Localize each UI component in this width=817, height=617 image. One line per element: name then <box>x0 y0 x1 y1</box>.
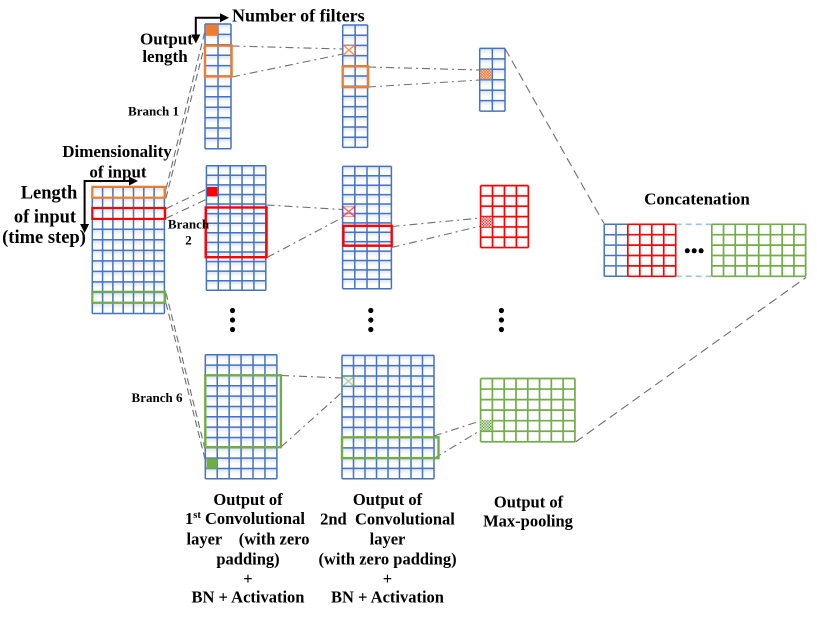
svg-text:Branch: Branch <box>168 217 210 232</box>
svg-text:2nd Convolutional: 2nd Convolutional <box>320 510 455 529</box>
svg-text:of input: of input <box>14 208 77 228</box>
svg-text:of input: of input <box>89 163 146 182</box>
svg-text:+: + <box>383 569 392 588</box>
svg-text:Output: Output <box>140 30 193 49</box>
svg-text:(time step): (time step) <box>2 228 86 248</box>
svg-text:layer: layer <box>370 530 406 549</box>
svg-text:layer (with zero: layer (with zero <box>187 530 310 549</box>
svg-text:Length: Length <box>21 184 78 204</box>
svg-text:Output of: Output of <box>353 490 423 509</box>
svg-text:Branch 1: Branch 1 <box>128 104 179 119</box>
svg-text:Concatenation: Concatenation <box>644 190 750 209</box>
svg-text:BN + Activation: BN + Activation <box>192 588 305 607</box>
svg-text:Number of filters: Number of filters <box>232 6 365 26</box>
svg-text:(with zero padding): (with zero padding) <box>318 550 456 569</box>
svg-text:Output of: Output of <box>213 490 283 509</box>
svg-text:length: length <box>142 47 188 66</box>
svg-text:+: + <box>243 569 252 588</box>
svg-text:Dimensionality: Dimensionality <box>62 142 172 161</box>
svg-text:1st Convolutional: 1st Convolutional <box>185 509 305 528</box>
svg-text:BN + Activation: BN + Activation <box>331 588 444 607</box>
svg-text:padding): padding) <box>216 550 279 569</box>
svg-text:Output of: Output of <box>494 493 564 512</box>
svg-text:2: 2 <box>185 233 192 248</box>
svg-text:Branch 6: Branch 6 <box>132 390 183 405</box>
svg-text:Max-pooling: Max-pooling <box>483 512 574 531</box>
